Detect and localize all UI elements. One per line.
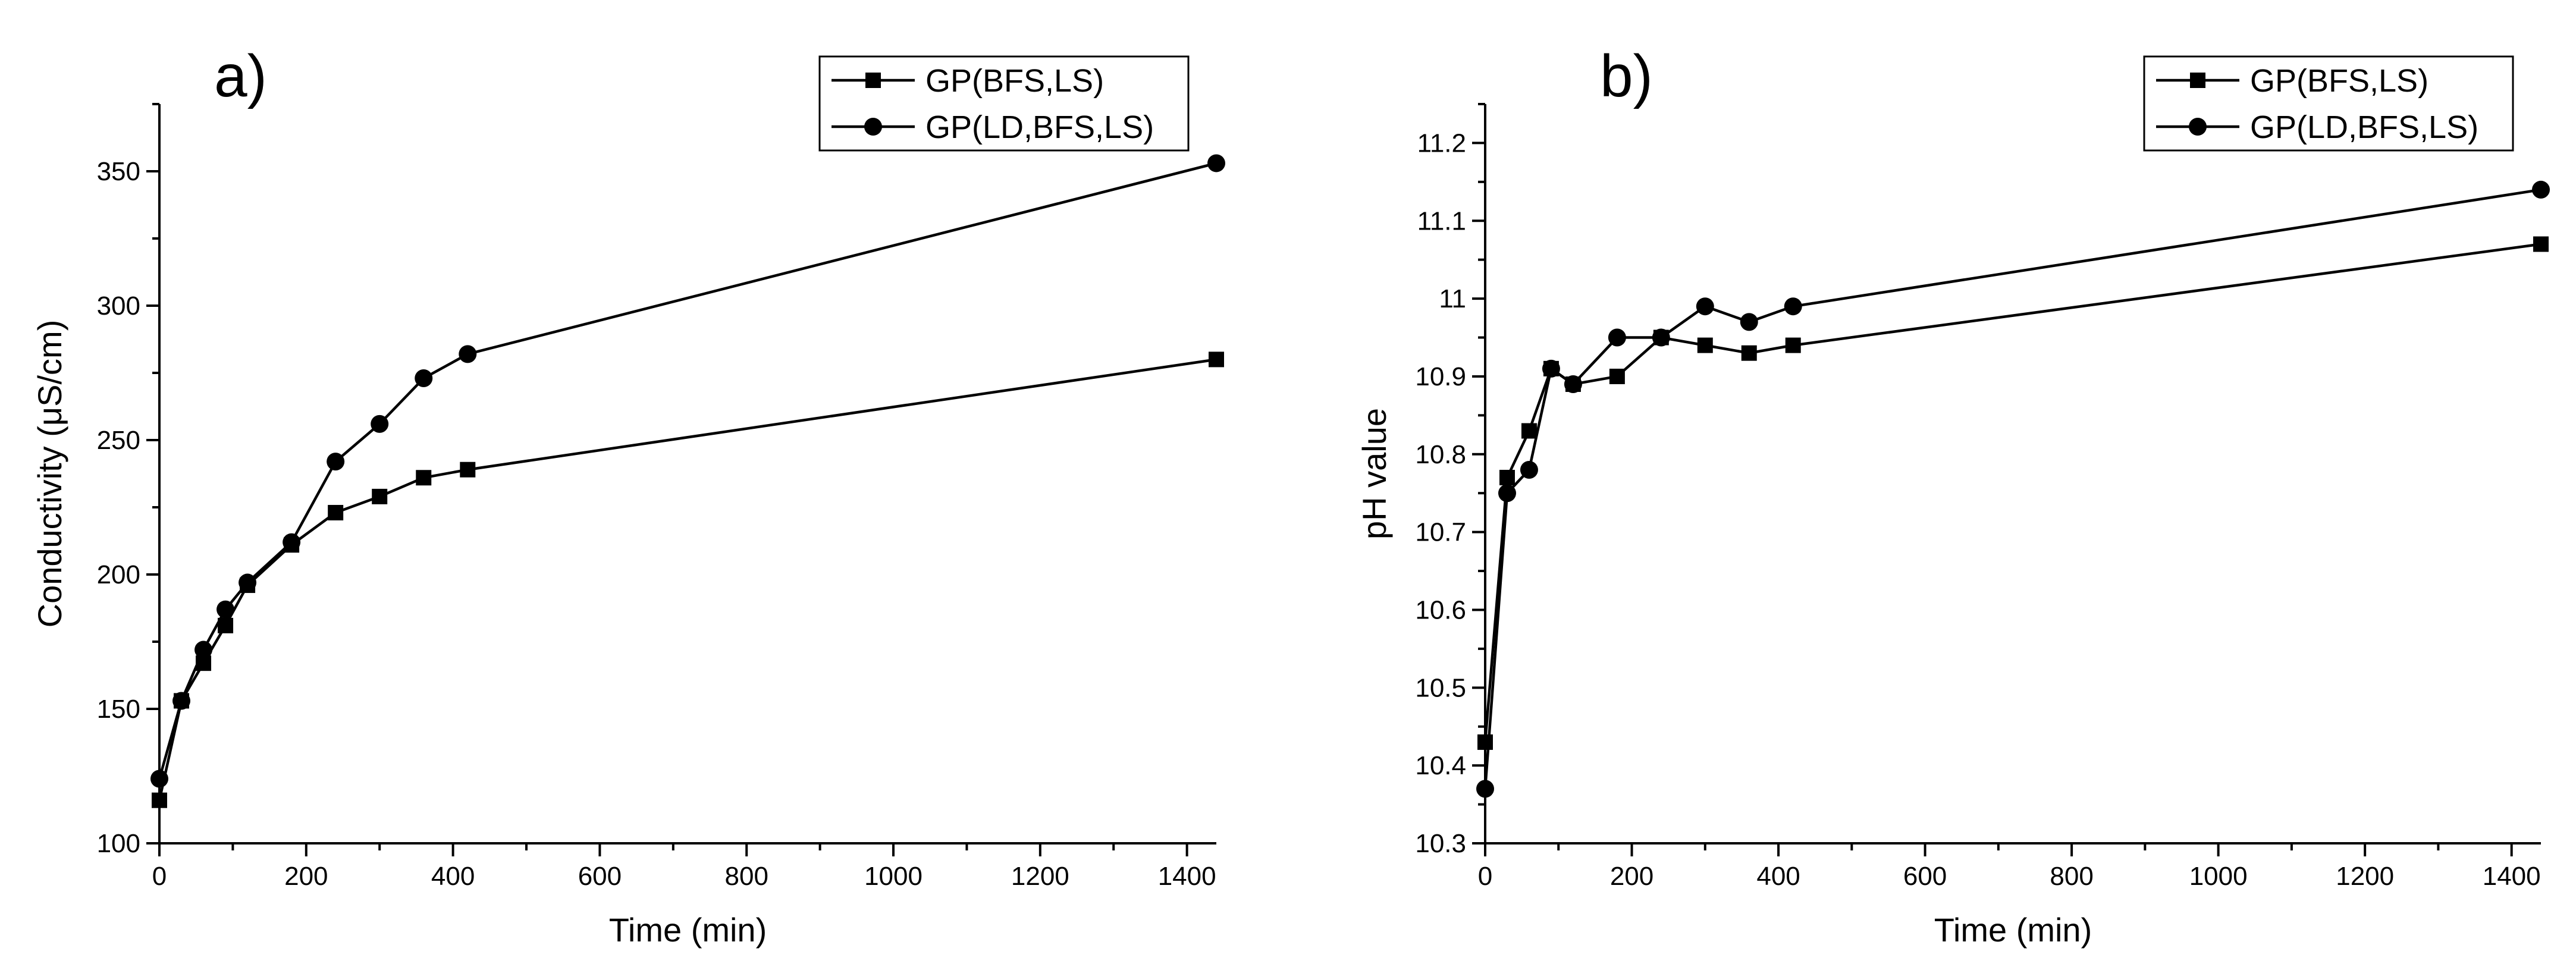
chart-a-y-tick-label: 350 — [97, 157, 140, 186]
chart-b-series-1-point — [1609, 368, 1625, 384]
chart-a-series-1-point — [372, 488, 388, 504]
chart-b-y-tick-label: 10.9 — [1415, 362, 1466, 391]
chart-b-y-tick-label: 11.1 — [1417, 206, 1466, 236]
chart-b-x-tick-label: 600 — [1903, 862, 1947, 891]
chart-a-series-1-point — [152, 792, 167, 808]
chart-a-x-tick-label: 200 — [284, 862, 328, 891]
chart-a-legend-box — [818, 55, 1190, 152]
chart-b-x-tick-label: 1000 — [2189, 862, 2248, 891]
chart-b-series-1-point — [1741, 345, 1757, 361]
chart-b-y-tick-label: 10.4 — [1415, 751, 1466, 780]
chart-a-series-2-point — [327, 453, 345, 471]
chart-a-x-tick-label: 1000 — [864, 862, 923, 891]
chart-b-x-tick-label: 400 — [1756, 862, 1800, 891]
chart-a-series-1-line — [158, 358, 1217, 801]
chart-a-x-tick-label: 0 — [152, 862, 167, 891]
chart-a-x-tick-label: 600 — [578, 862, 622, 891]
chart-a-legend-marker — [864, 118, 882, 136]
chart-b-series-1-point — [1521, 423, 1537, 439]
chart-a-series-1-point — [460, 461, 476, 478]
chart-a-y-axis-title: Conductivity (μS/cm) — [31, 320, 68, 628]
chart-b-series-1-point — [2533, 236, 2549, 252]
chart-a-series-1-point — [328, 505, 344, 521]
chart-a-series-2-point — [371, 415, 389, 433]
chart-a-series-2-point — [194, 641, 213, 659]
chart-b-series-2-line — [1483, 188, 2542, 789]
chart-a-x-tick-label: 1200 — [1011, 862, 1069, 891]
chart-b-series-1-point — [1697, 337, 1713, 353]
chart-a-series-1-point — [416, 470, 432, 486]
chart-b-x-axis-title: Time (min) — [1934, 911, 2092, 949]
chart-b-series-1 — [1477, 236, 2549, 750]
chart-a-series-2-point — [1207, 154, 1225, 172]
chart-b-series-1-line — [1483, 243, 2542, 743]
chart-b-series-1-point — [1499, 470, 1515, 486]
chart-a-series-2 — [150, 154, 1225, 788]
chart-a-series-2-point — [217, 600, 235, 618]
chart-b-x-tick-label: 1400 — [2483, 862, 2541, 891]
chart-a-series-2-point — [415, 369, 433, 388]
chart-b-legend-marker — [2190, 73, 2205, 88]
chart-b-series-1-point — [1477, 734, 1493, 750]
chart-b-series-2-point — [1498, 484, 1516, 503]
chart-b-series-2 — [1476, 180, 2550, 798]
chart-b-series-2-point — [1542, 359, 1560, 378]
chart-a-legend: GP(BFS,LS) GP(LD,BFS,LS) — [818, 55, 1190, 152]
chart-b-legend-marker — [2189, 118, 2207, 136]
chart-a-series-2-point — [150, 770, 168, 788]
chart-b-series-2-point — [1608, 328, 1626, 347]
chart-b-y-tick-label: 11 — [1439, 284, 1466, 313]
chart-b-y-axis-title: pH value — [1356, 408, 1393, 539]
chart-b-legend-label: GP(LD,BFS,LS) — [2250, 109, 2478, 145]
chart-a-series-2-point — [239, 573, 257, 592]
chart-b-legend-box — [2143, 55, 2514, 152]
chart-a-series-2-point — [172, 692, 191, 710]
chart-a-legend-label: GP(BFS,LS) — [925, 63, 1104, 99]
chart-a-x-axis-title: Time (min) — [609, 911, 767, 949]
chart-a-y-tick-label: 150 — [97, 695, 140, 724]
chart-b-series-1-point — [1785, 337, 1801, 353]
chart-b-legend-label: GP(BFS,LS) — [2250, 63, 2428, 99]
chart-b-x-tick-label: 800 — [2050, 862, 2093, 891]
chart-b-series-2-point — [1652, 328, 1670, 347]
chart-b-series-2-point — [1476, 780, 1494, 798]
chart-a-x-tick-label: 400 — [431, 862, 475, 891]
chart-b-x-tick-label: 0 — [1478, 862, 1492, 891]
chart-a-y-tick-label: 250 — [97, 426, 140, 455]
chart-b-y-tick-label: 10.6 — [1415, 595, 1466, 624]
chart-a-x-tick-label: 800 — [725, 862, 768, 891]
chart-b-y-tick-label: 11.2 — [1417, 128, 1466, 158]
chart-b-y-tick-label: 10.5 — [1415, 673, 1466, 702]
chart-b-series-2-point — [1520, 460, 1538, 479]
chart-a-y-tick-label: 300 — [97, 291, 140, 321]
chart-b-legend: GP(BFS,LS) GP(LD,BFS,LS) — [2143, 55, 2514, 152]
chart-a-legend-marker — [865, 73, 881, 88]
chart-a: 0 200 400 600 800 1000 1200 1400 100 150 200 250 300… — [31, 43, 1225, 949]
chart-b: 0 200 400 600 800 1000 1200 1400 10.3 10.4 10.5 10.… — [1356, 43, 2550, 949]
chart-a-y-tick-label: 200 — [97, 560, 140, 589]
chart-a-series-1 — [152, 351, 1224, 808]
chart-b-series-2-point — [1740, 313, 1758, 331]
chart-a-series-2-line — [158, 162, 1217, 780]
chart-b-x-tick-label: 1200 — [2336, 862, 2394, 891]
chart-b-panel-label: b) — [1600, 43, 1653, 109]
chart-b-y-tick-label: 10.7 — [1415, 518, 1466, 547]
chart-a-series-2-point — [283, 533, 301, 551]
chart-b-series-2-point — [1564, 375, 1582, 394]
chart-b-y-tick-label: 10.8 — [1415, 440, 1466, 469]
chart-a-panel-label: a) — [214, 43, 267, 109]
chart-b-series-2-point — [1784, 297, 1802, 316]
chart-a-series-2-point — [459, 345, 477, 363]
chart-a-y-tick-label: 100 — [97, 829, 140, 858]
chart-a-x-tick-label: 1400 — [1158, 862, 1216, 891]
chart-b-series-2-point — [1696, 297, 1714, 316]
chart-a-legend-label: GP(LD,BFS,LS) — [925, 109, 1154, 145]
chart-a-series-1-point — [1209, 351, 1224, 368]
chart-b-x-tick-label: 200 — [1610, 862, 1653, 891]
chart-b-series-2-point — [2532, 180, 2550, 199]
chart-b-y-tick-label: 10.3 — [1415, 829, 1466, 858]
